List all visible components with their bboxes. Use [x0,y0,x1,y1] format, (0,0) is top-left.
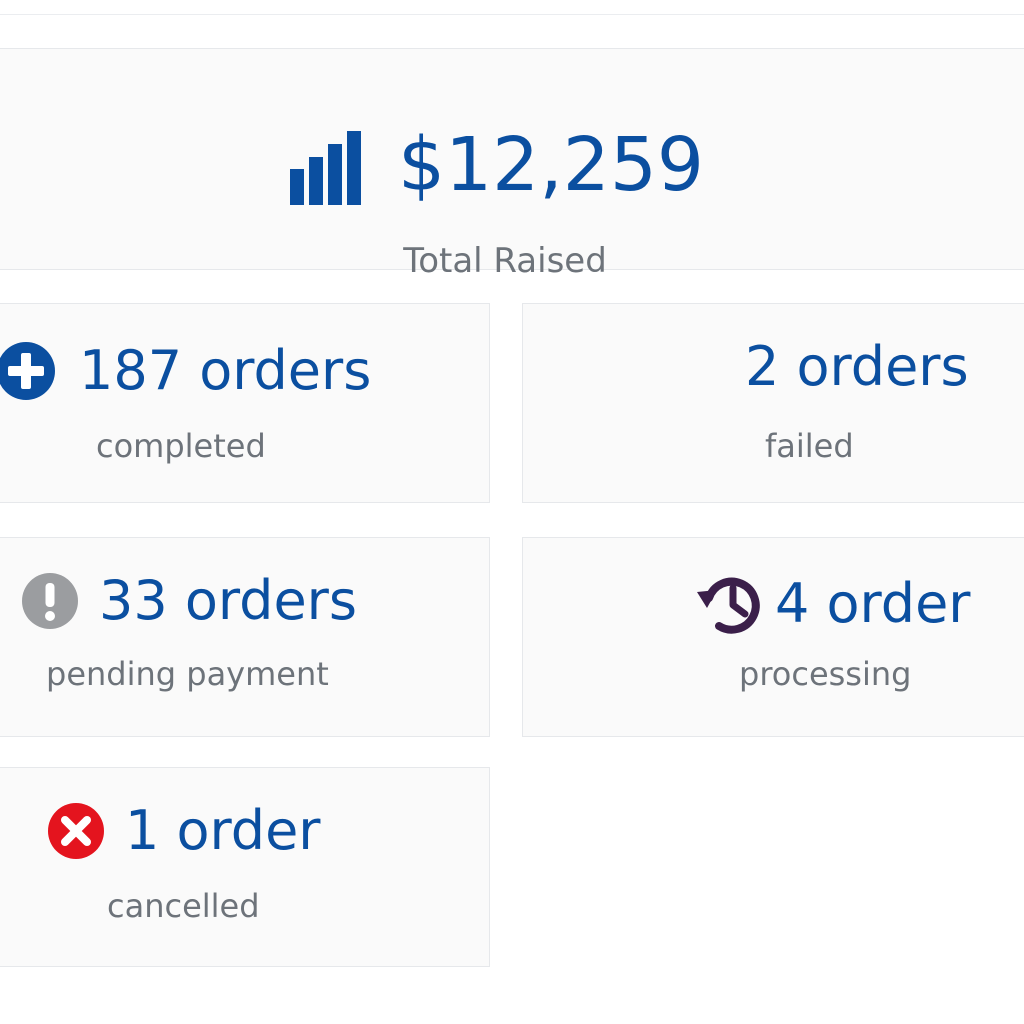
stat-value-row: 187 orders [0,340,371,402]
stat-label-completed: completed [96,427,266,465]
top-divider [0,14,1024,15]
stat-value-failed: 2 orders [745,335,969,398]
stat-value-processing: 4 order [775,572,971,635]
stat-value-row: 2 orders [745,340,969,394]
stat-card-processing[interactable]: 4 order processing [522,537,1024,737]
exclamation-circle-icon [22,573,78,629]
total-raised-amount: $12,259 [398,122,705,208]
history-clock-icon [697,577,760,634]
x-circle-icon [48,803,104,859]
stat-card-failed[interactable]: 2 orders failed [522,303,1024,503]
stat-card-cancelled[interactable]: 1 order cancelled [0,767,490,967]
stat-value-cancelled: 1 order [125,799,321,862]
total-raised-card: $12,259 Total Raised [0,48,1024,281]
total-raised-row: $12,259 [290,125,704,205]
stat-value-row: 1 order [47,802,321,860]
total-raised-label: Total Raised [403,241,607,281]
stat-value-row: 4 order [695,572,971,636]
stat-value-pending: 33 orders [99,569,358,632]
stat-value-completed: 187 orders [79,339,372,402]
stat-label-processing: processing [739,655,912,693]
bar-chart-icon [290,131,361,205]
stat-label-cancelled: cancelled [107,887,260,925]
stat-label-pending: pending payment [46,655,329,693]
stat-card-pending-payment[interactable]: 33 orders pending payment [0,537,490,737]
stat-value-row: 33 orders [21,572,357,630]
plus-circle-icon [0,342,55,400]
stat-label-failed: failed [765,427,854,465]
stat-card-completed[interactable]: 187 orders completed [0,303,490,503]
